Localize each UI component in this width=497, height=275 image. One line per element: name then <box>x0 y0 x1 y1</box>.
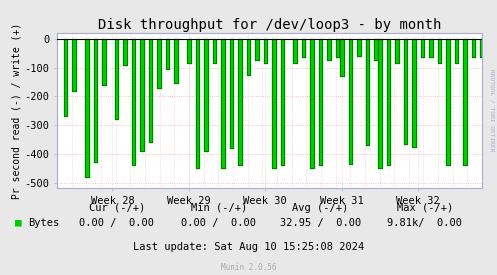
Title: Disk throughput for /dev/loop3 - by month: Disk throughput for /dev/loop3 - by mont… <box>98 18 441 32</box>
Text: 32.95 /  0.00: 32.95 / 0.00 <box>280 218 361 228</box>
Text: 0.00 /  0.00: 0.00 / 0.00 <box>80 218 154 228</box>
Text: Avg (-/+): Avg (-/+) <box>292 203 349 213</box>
Y-axis label: Pr second read (-) / write (+): Pr second read (-) / write (+) <box>12 23 22 199</box>
Text: Last update: Sat Aug 10 15:25:08 2024: Last update: Sat Aug 10 15:25:08 2024 <box>133 243 364 252</box>
Text: Munin 2.0.56: Munin 2.0.56 <box>221 263 276 272</box>
Text: 9.81k/  0.00: 9.81k/ 0.00 <box>388 218 462 228</box>
Text: Min (-/+): Min (-/+) <box>190 203 247 213</box>
Text: Bytes: Bytes <box>28 218 60 228</box>
Text: ■: ■ <box>15 218 22 228</box>
Text: 0.00 /  0.00: 0.00 / 0.00 <box>181 218 256 228</box>
Text: Max (-/+): Max (-/+) <box>397 203 453 213</box>
Text: Cur (-/+): Cur (-/+) <box>88 203 145 213</box>
Text: RRDTOOL / TOBI OETIKER: RRDTOOL / TOBI OETIKER <box>490 69 495 151</box>
